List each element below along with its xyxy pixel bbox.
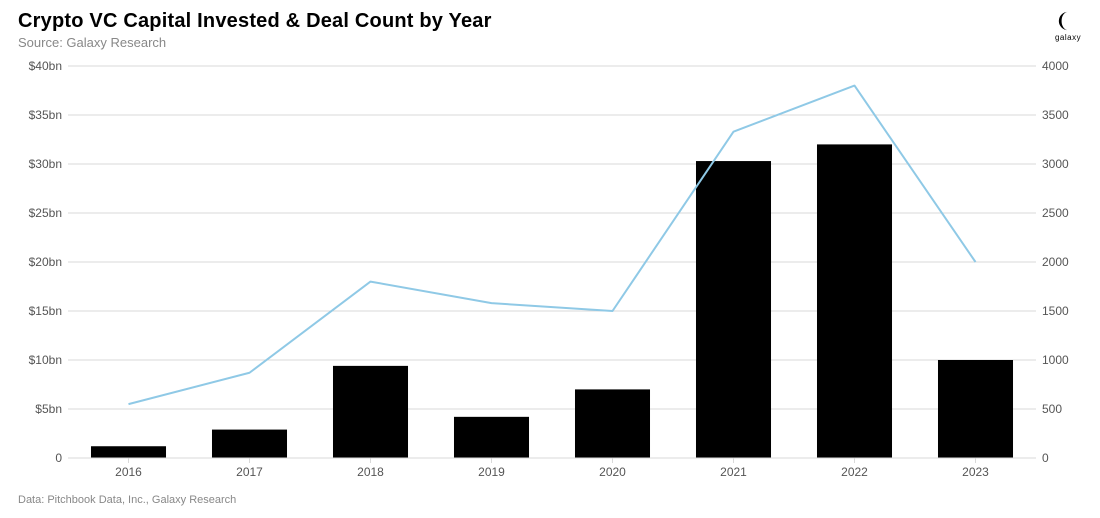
x-tick-label: 2017: [236, 465, 263, 479]
galaxy-logo: galaxy: [1054, 10, 1082, 42]
chart-container: Crypto VC Capital Invested & Deal Count …: [0, 0, 1100, 518]
y-right-tick-label: 500: [1042, 402, 1062, 416]
x-tick-label: 2019: [478, 465, 505, 479]
x-tick-label: 2018: [357, 465, 384, 479]
chart-svg: 0 $5bn $10bn $15bn $20bn $25bn $30bn $35bn $40bn…: [18, 60, 1082, 490]
bar: [938, 360, 1013, 458]
y-right-tick-label: 2500: [1042, 206, 1069, 220]
y-left-tick-label: $25bn: [29, 206, 62, 220]
x-tick-label: 2021: [720, 465, 747, 479]
bar: [333, 366, 408, 458]
y-left-tick-label: $35bn: [29, 108, 62, 122]
galaxy-logo-text: galaxy: [1054, 33, 1082, 42]
bar: [212, 430, 287, 458]
header: Crypto VC Capital Invested & Deal Count …: [18, 10, 1082, 60]
chart-area: 0 $5bn $10bn $15bn $20bn $25bn $30bn $35bn $40bn…: [18, 60, 1082, 490]
chart-title: Crypto VC Capital Invested & Deal Count …: [18, 10, 1082, 33]
chart-footer: Data: Pitchbook Data, Inc., Galaxy Resea…: [18, 494, 1082, 506]
bar: [575, 389, 650, 458]
y-right-tick-label: 3500: [1042, 108, 1069, 122]
bar: [817, 144, 892, 458]
y-right-tick-label: 4000: [1042, 60, 1069, 73]
x-tick-label: 2023: [962, 465, 989, 479]
x-tick-label: 2020: [599, 465, 626, 479]
y-right-tick-label: 1500: [1042, 304, 1069, 318]
y-left-tick-label: 0: [55, 451, 62, 465]
bar: [454, 417, 529, 458]
y-left-tick-label: $20bn: [29, 255, 62, 269]
y-left-tick-label: $5bn: [35, 402, 62, 416]
y-right-tick-label: 3000: [1042, 157, 1069, 171]
y-right-tick-label: 1000: [1042, 353, 1069, 367]
galaxy-logo-icon: [1057, 10, 1079, 32]
y-left-tick-label: $10bn: [29, 353, 62, 367]
bar: [91, 446, 166, 458]
y-left-tick-label: $30bn: [29, 157, 62, 171]
y-right-tick-label: 0: [1042, 451, 1049, 465]
y-right-tick-label: 2000: [1042, 255, 1069, 269]
y-left-tick-label: $15bn: [29, 304, 62, 318]
y-left-tick-label: $40bn: [29, 60, 62, 73]
x-tick-label: 2022: [841, 465, 868, 479]
chart-subtitle: Source: Galaxy Research: [18, 35, 1082, 50]
bar: [696, 161, 771, 458]
x-tick-label: 2016: [115, 465, 142, 479]
